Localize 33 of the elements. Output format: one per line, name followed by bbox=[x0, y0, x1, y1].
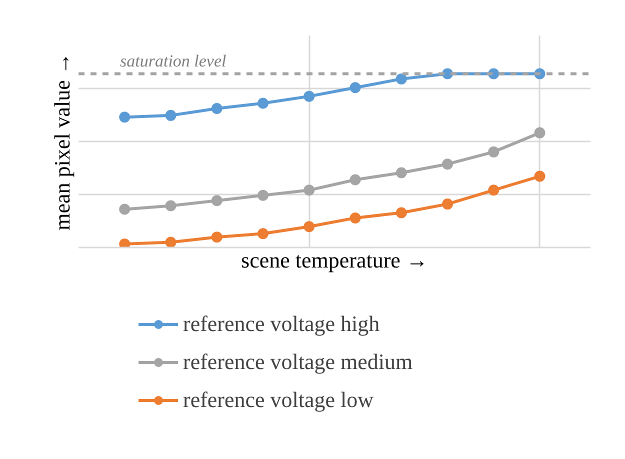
point bbox=[165, 236, 176, 248]
point bbox=[396, 207, 407, 218]
point bbox=[350, 212, 361, 224]
point bbox=[258, 190, 269, 201]
legend-label: reference voltage medium bbox=[183, 348, 413, 376]
x-axis-title: scene temperature → bbox=[241, 248, 428, 272]
legend-label: reference voltage high bbox=[183, 310, 380, 338]
point bbox=[258, 98, 269, 109]
point bbox=[119, 204, 130, 215]
point bbox=[396, 73, 407, 84]
point bbox=[304, 90, 315, 102]
point bbox=[211, 232, 222, 243]
legend-label: reference voltage low bbox=[183, 386, 374, 414]
point bbox=[119, 238, 130, 248]
point bbox=[442, 158, 454, 170]
point bbox=[488, 146, 500, 158]
point bbox=[211, 102, 222, 114]
point bbox=[165, 110, 176, 121]
point bbox=[396, 167, 407, 178]
y-axis-title: mean pixel value → bbox=[50, 52, 74, 230]
point bbox=[534, 127, 546, 138]
point bbox=[211, 195, 222, 206]
point bbox=[488, 184, 500, 196]
point bbox=[119, 112, 130, 123]
point bbox=[350, 174, 361, 186]
ref-line-label: saturation level bbox=[120, 52, 227, 71]
point bbox=[165, 200, 176, 212]
point bbox=[258, 228, 269, 240]
point bbox=[350, 82, 361, 94]
point bbox=[304, 184, 315, 196]
point bbox=[534, 170, 546, 182]
point bbox=[304, 221, 315, 232]
point bbox=[442, 198, 454, 210]
